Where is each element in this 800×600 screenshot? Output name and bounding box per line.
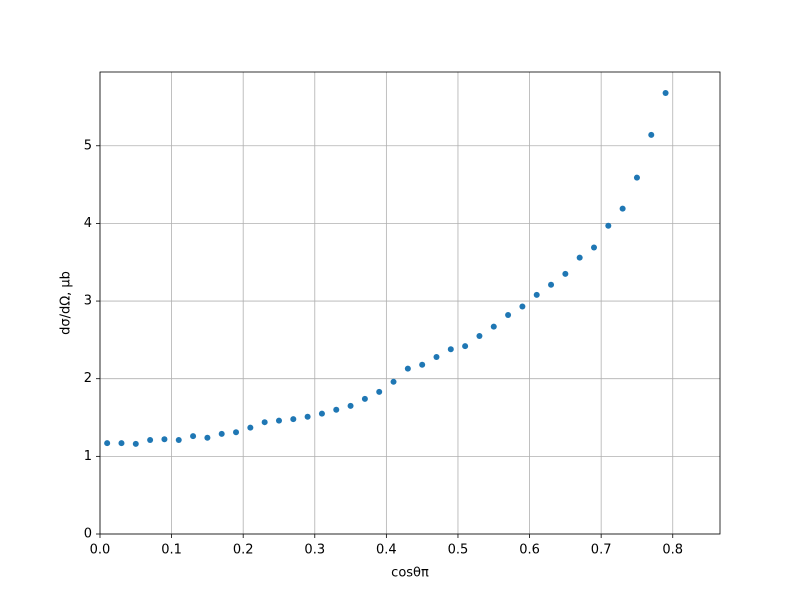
point: [347, 402, 354, 409]
point: [204, 434, 211, 441]
point: [648, 131, 655, 138]
point: [619, 205, 626, 212]
point: [304, 413, 311, 420]
point: [333, 406, 340, 413]
point: [190, 433, 197, 440]
point: [562, 270, 569, 277]
point: [490, 323, 497, 330]
point: [275, 417, 282, 424]
x-tick-label: 0.0: [90, 543, 111, 558]
point: [247, 424, 254, 431]
x-tick-label: 0.7: [591, 543, 612, 558]
point: [233, 429, 240, 436]
y-tick-label: 3: [84, 294, 92, 309]
x-tick-label: 0.5: [448, 543, 469, 558]
point: [147, 437, 154, 444]
point: [519, 303, 526, 310]
point: [605, 222, 612, 229]
point: [548, 281, 555, 288]
point: [462, 343, 469, 350]
y-tick-label: 5: [84, 138, 92, 153]
point: [476, 333, 483, 339]
point: [261, 419, 268, 426]
x-tick-label: 0.8: [662, 543, 683, 558]
point: [433, 353, 440, 360]
point: [361, 395, 368, 402]
x-tick-label: 0.3: [304, 543, 325, 558]
point: [505, 312, 512, 319]
point: [633, 174, 640, 181]
point: [218, 430, 225, 437]
y-tick-label: 0: [84, 527, 92, 542]
x-axis-label: cosθπ: [391, 566, 429, 581]
y-axis-label: dσ/dΩ, μb: [59, 271, 74, 335]
point: [576, 254, 583, 261]
point: [447, 346, 454, 353]
point: [590, 244, 597, 251]
point: [161, 436, 168, 443]
point: [318, 410, 325, 417]
x-tick-label: 0.4: [376, 543, 397, 558]
point: [132, 440, 139, 447]
x-tick-label: 0.6: [519, 543, 540, 558]
point: [662, 89, 669, 96]
point: [118, 440, 125, 447]
y-tick-label: 4: [84, 216, 92, 231]
y-tick-label: 1: [84, 449, 92, 464]
point: [290, 416, 297, 423]
y-tick-label: 2: [84, 371, 92, 386]
x-tick-label: 0.1: [161, 543, 182, 558]
plot-frame: [99, 71, 721, 535]
point: [419, 361, 426, 368]
point: [390, 378, 397, 385]
x-tick-label: 0.2: [233, 543, 254, 558]
point: [175, 437, 182, 444]
point: [376, 388, 383, 395]
point: [533, 291, 540, 298]
point: [404, 365, 411, 372]
point: [104, 440, 111, 447]
